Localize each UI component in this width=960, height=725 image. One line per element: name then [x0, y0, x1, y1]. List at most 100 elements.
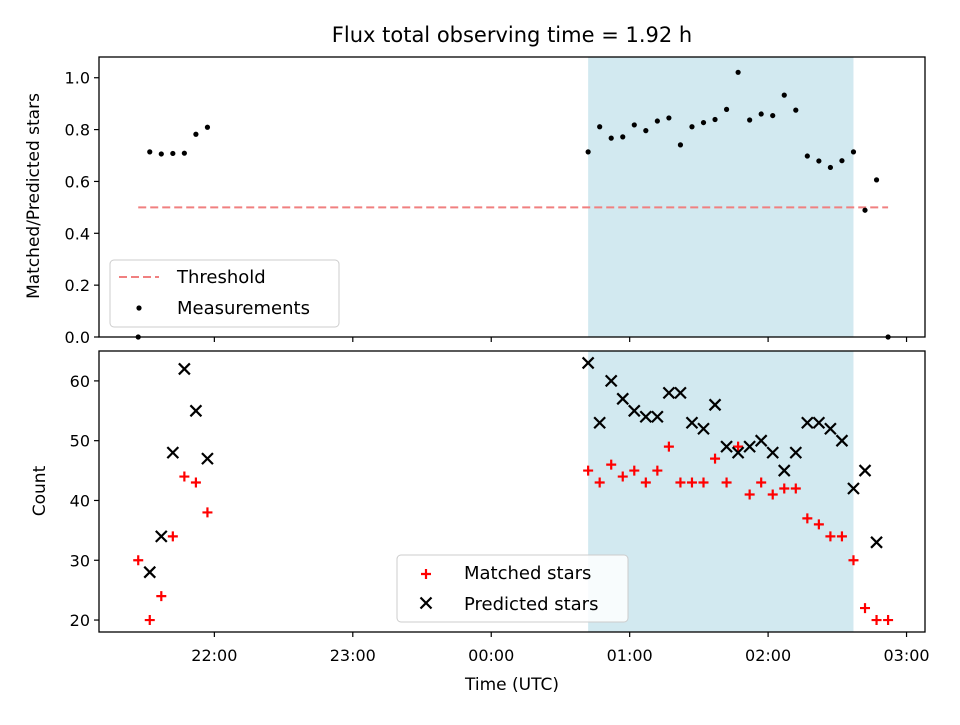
top-dot-point-19	[723, 106, 730, 112]
bottom-y-tick-label: 60	[70, 372, 90, 391]
bottom-y-tick-label: 50	[70, 432, 90, 451]
top-dot-point-30	[850, 149, 857, 155]
top-dot-point-24	[781, 92, 787, 98]
bottom-plus-point-28	[825, 531, 836, 542]
bottom-x-point-24	[789, 446, 803, 459]
bottom-x-point-19	[731, 446, 745, 459]
bottom-x-point-25	[801, 416, 814, 430]
bottom-x-point-12	[651, 410, 664, 424]
top-legend-box	[109, 259, 340, 328]
bottom-plus-point-24	[779, 483, 790, 494]
bottom-x-point-15	[685, 416, 699, 430]
top-dot-point-1	[147, 149, 153, 155]
top-dot-point-28	[827, 164, 834, 171]
top-dot-point-10	[620, 134, 626, 140]
top-y-tick-label: 0.2	[65, 276, 90, 295]
top-dot-point-16	[689, 124, 695, 130]
bottom-x-point-13	[662, 386, 676, 400]
bottom-x-point-3	[178, 362, 191, 376]
legend-predicted-swatch	[419, 596, 433, 610]
bottom-x-point-21	[754, 434, 768, 447]
bottom-plus-point-23	[767, 489, 778, 500]
legend-predicted-label: Predicted stars	[464, 594, 598, 615]
bottom-plus-point-30	[848, 555, 859, 566]
top-dot-point-29	[839, 158, 845, 164]
top-dot-point-17	[700, 119, 707, 126]
x-tick-label: 22:00	[191, 646, 237, 665]
bottom-y-tick-label: 20	[70, 611, 90, 630]
bottom-plus-point-26	[802, 513, 813, 524]
bottom-x-point-20	[743, 440, 756, 453]
x-tick-label: 01:00	[607, 646, 653, 665]
top-shaded-span	[588, 57, 854, 337]
bottom-plus-point-9	[606, 459, 617, 470]
bottom-plus-point-21	[744, 489, 755, 500]
top-dot-point-18	[712, 116, 718, 123]
legend-measurements-swatch	[136, 305, 142, 311]
top-dot-point-32	[873, 177, 880, 183]
top-dot-point-4	[181, 150, 187, 156]
bottom-plus-point-3	[167, 531, 178, 542]
top-y-tick-label: 0.8	[65, 121, 90, 140]
top-dot-point-25	[793, 107, 799, 113]
bottom-x-point-18	[720, 440, 733, 453]
bottom-legend: Matched stars Predicted stars	[396, 554, 629, 623]
legend-measurements-label: Measurements	[177, 298, 310, 319]
bottom-x-point-28	[835, 434, 849, 447]
bottom-plus-point-19	[721, 477, 732, 488]
top-dot-point-31	[862, 207, 868, 213]
bottom-x-point-7	[593, 416, 606, 430]
bottom-x-point-14	[674, 386, 687, 400]
top-dot-point-12	[643, 128, 649, 134]
bottom-x-point-31	[870, 536, 883, 549]
chart-title: Flux total observing time = 1.92 h	[332, 23, 692, 47]
bottom-x-point-6	[581, 356, 595, 370]
bottom-legend-box	[396, 554, 629, 623]
bottom-plus-point-5	[190, 477, 201, 488]
bottom-plus-point-4	[179, 471, 190, 482]
bottom-plus-point-16	[686, 477, 697, 488]
top-y-tick-label: 0.0	[65, 328, 90, 347]
legend-matched-label: Matched stars	[464, 563, 591, 584]
bottom-plus-point-8	[594, 477, 605, 488]
bottom-x-point-5	[201, 452, 214, 465]
top-dot-point-6	[204, 124, 211, 130]
bottom-x-point-27	[824, 422, 837, 436]
bottom-plus-point-0	[133, 555, 144, 566]
legend-threshold-label: Threshold	[176, 267, 266, 288]
bottom-x-point-26	[812, 416, 826, 430]
bottom-plus-point-29	[836, 531, 847, 542]
bottom-x-point-2	[166, 446, 180, 459]
bottom-plus-point-22	[756, 477, 767, 488]
x-tick-label: 00:00	[468, 646, 514, 665]
bottom-plus-point-13	[652, 465, 663, 476]
top-axes-frame	[98, 56, 926, 338]
bottom-plus-point-32	[871, 615, 882, 626]
bottom-plus-point-2	[156, 591, 167, 602]
bottom-x-point-17	[708, 398, 722, 412]
bottom-plus-point-17	[698, 477, 709, 488]
top-dot-point-2	[158, 151, 164, 157]
top-dot-point-7	[585, 149, 591, 155]
x-tick-label: 02:00	[745, 646, 791, 665]
bottom-x-point-10	[628, 404, 641, 418]
top-dot-point-5	[193, 131, 199, 137]
bottom-plus-point-25	[790, 483, 801, 494]
bottom-x-point-11	[639, 410, 653, 424]
top-dot-point-13	[654, 118, 660, 124]
bottom-x-point-16	[697, 422, 710, 436]
bottom-plus-point-31	[860, 603, 871, 614]
bottom-y-axis-label: Count	[30, 465, 50, 516]
top-dot-point-27	[816, 158, 822, 164]
bottom-plus-point-15	[675, 477, 686, 488]
bottom-x-point-30	[858, 464, 872, 477]
bottom-y-tick-label: 40	[70, 491, 90, 510]
top-dot-point-26	[804, 153, 810, 159]
top-dot-point-11	[631, 122, 637, 128]
top-y-tick-label: 0.6	[65, 172, 90, 191]
x-axis-label: Time (UTC)	[464, 675, 559, 695]
bottom-plus-point-7	[583, 465, 594, 476]
top-y-tick-label: 1.0	[65, 69, 90, 88]
